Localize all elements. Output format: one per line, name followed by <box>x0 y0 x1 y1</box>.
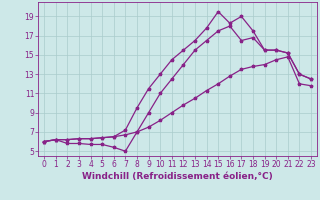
X-axis label: Windchill (Refroidissement éolien,°C): Windchill (Refroidissement éolien,°C) <box>82 172 273 181</box>
